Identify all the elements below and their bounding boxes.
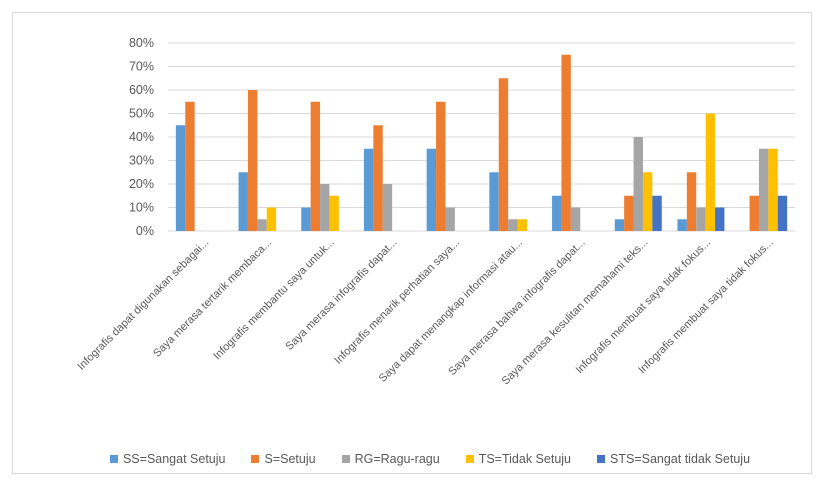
bar (238, 172, 248, 231)
bar (373, 125, 383, 231)
bar (426, 148, 437, 231)
x-tick-label: Infografis menarik perhatian saya... (332, 237, 462, 367)
bar (363, 148, 374, 231)
y-tick-label: 20% (129, 177, 154, 191)
bar (320, 184, 330, 231)
bar (570, 207, 581, 231)
y-tick-label: 10% (129, 201, 154, 215)
bar (561, 54, 571, 231)
legend: SS=Sangat Setuju S=Setuju RG=Ragu-ragu TS=T… (60, 452, 800, 466)
legend-item: TS=Tidak Setuju (465, 452, 571, 466)
legend-label: STS=Sangat tidak Setuju (610, 452, 751, 466)
legend-label: TS=Tidak Setuju (478, 452, 571, 466)
x-tick-label: Saya dapat menangkap informasi atau... (377, 237, 525, 385)
bar (257, 219, 267, 231)
legend-label: SS=Sangat Setuju (122, 452, 226, 466)
bar (677, 219, 687, 231)
y-tick-label: 60% (129, 83, 154, 97)
bar (436, 101, 446, 231)
bar (633, 137, 643, 231)
x-tick-label: Infografis membuat saya tidak fokus... (636, 237, 775, 376)
x-tick-label: Saya merasa tertarik membaca... (151, 237, 274, 360)
y-tick-label: 70% (129, 60, 154, 74)
y-tick-label: 0% (136, 224, 154, 238)
bar (185, 101, 195, 231)
x-tick-label: Saya merasa infografis dapat... (283, 237, 399, 353)
legend-swatch (251, 455, 260, 463)
bar (696, 207, 706, 231)
bar (508, 219, 518, 231)
bar (705, 113, 716, 231)
legend-item: SS=Sangat Setuju (109, 452, 226, 466)
bar (266, 207, 277, 231)
legend-swatch (465, 455, 474, 463)
bar (715, 207, 725, 231)
legend-swatch (341, 455, 350, 463)
bar (758, 148, 769, 231)
x-tick-label: Saya merasa bahwa infografis dapat... (446, 237, 587, 378)
bar (768, 148, 778, 231)
bar (247, 90, 258, 231)
chart-frame (12, 12, 812, 474)
bar (642, 172, 653, 231)
bar (624, 195, 634, 231)
legend-swatch (597, 455, 605, 463)
bar (777, 195, 788, 231)
x-tick-label: Saya merasa kesulitan memahami teks... (500, 237, 651, 388)
bar (489, 172, 499, 231)
bar (301, 207, 311, 231)
legend-label: S=Setuju (264, 452, 316, 466)
x-tick-label: Infografis dapat digunakan sebagai... (75, 237, 211, 373)
bar (382, 184, 393, 231)
bar (175, 125, 186, 231)
y-tick-label: 50% (129, 107, 154, 121)
legend-item: RG=Ragu-ragu (341, 452, 440, 466)
x-tick-label: Infografis membuat saya tidak fokus... (574, 237, 713, 376)
legend-item: S=Setuju (251, 452, 316, 466)
legend-swatch (109, 455, 118, 463)
x-tick-label: Infografis membantu saya untuk... (211, 237, 337, 363)
bar (552, 195, 562, 231)
bar (614, 219, 625, 231)
y-tick-label: 30% (129, 154, 154, 168)
bar (310, 101, 321, 231)
bar (652, 195, 662, 231)
bar (498, 78, 509, 231)
bar (445, 207, 455, 231)
y-tick-label: 80% (129, 36, 154, 50)
bar (686, 172, 697, 231)
bar (749, 195, 759, 231)
legend-label: RG=Ragu-ragu (354, 452, 440, 466)
bar (329, 195, 339, 231)
bar (517, 219, 527, 231)
y-tick-label: 40% (129, 130, 154, 144)
legend-item: STS=Sangat tidak Setuju (597, 452, 750, 466)
